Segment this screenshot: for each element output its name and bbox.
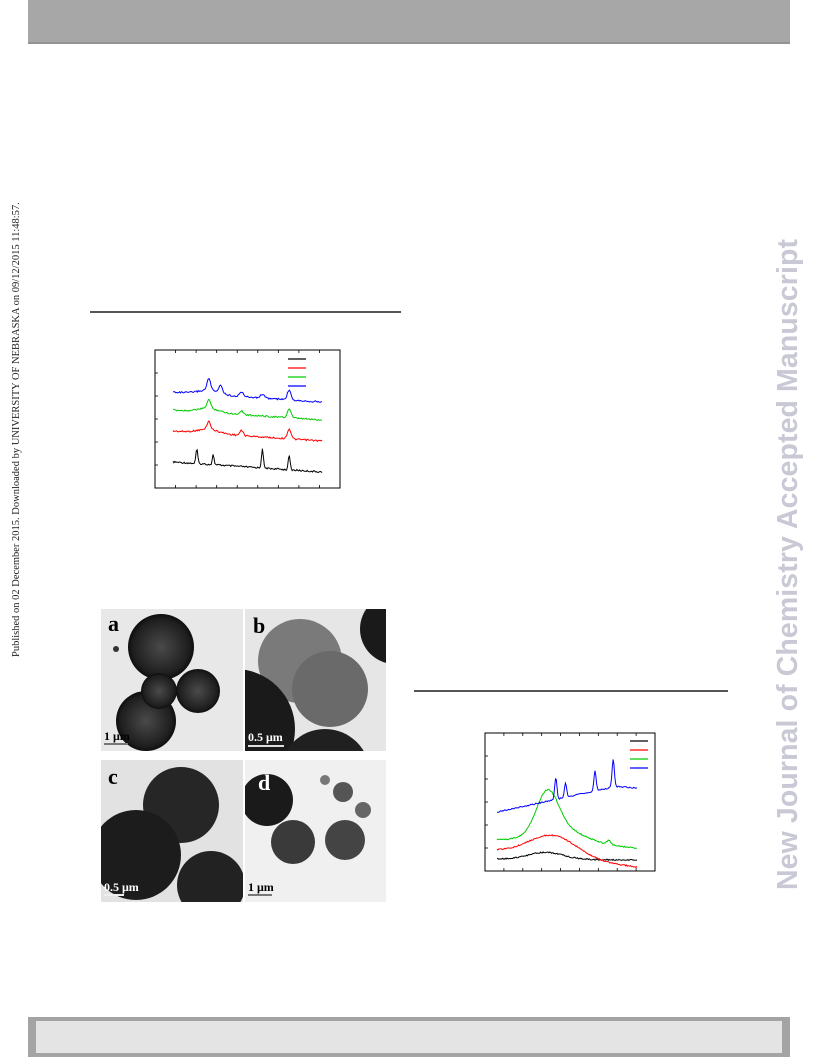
panel-letter-d: d <box>258 770 271 795</box>
page-footer-inner <box>36 1021 782 1053</box>
panel-letter-c: c <box>108 764 118 789</box>
spec-plot-frame <box>484 732 656 872</box>
scale-label-a: 1 μm <box>104 729 130 743</box>
scale-label-d: 1 μm <box>248 880 274 894</box>
xrd-series-line-0 <box>172 448 323 474</box>
scale-bar-a <box>104 743 128 745</box>
xrd-series-line-2 <box>172 398 323 421</box>
scale-bar-d <box>248 894 272 896</box>
page-header-bar <box>28 0 790 44</box>
tem-panel-c: c 0.5 μm <box>101 760 243 902</box>
spec-series-line-0 <box>497 851 638 862</box>
tem-panel-d: d 1 μm <box>245 760 386 902</box>
spec-series-line-3 <box>496 759 638 813</box>
panel-letter-a: a <box>108 611 119 636</box>
scale-label-b: 0.5 μm <box>248 730 283 744</box>
figure-rule-left <box>90 311 401 313</box>
tem-image-b <box>245 609 386 751</box>
spec-series-line-1 <box>496 834 638 868</box>
scale-bar-b <box>248 745 284 747</box>
tem-image-a <box>113 614 220 751</box>
page-footer-bar <box>28 1017 790 1057</box>
tem-panel-a: a 1 μm <box>101 609 243 751</box>
tem-image-d <box>245 774 371 864</box>
scale-label-c: 0.5 μm <box>104 880 139 894</box>
spec-series-line-2 <box>496 788 637 849</box>
figure-rule-right <box>414 690 728 692</box>
tem-image-c <box>101 767 243 902</box>
scale-bar-c <box>104 894 124 896</box>
xrd-series-line-3 <box>172 378 322 403</box>
xrd-series-line-1 <box>172 420 323 443</box>
panel-letter-b: b <box>253 613 266 638</box>
tem-panel-b: b 0.5 μm <box>245 609 386 751</box>
